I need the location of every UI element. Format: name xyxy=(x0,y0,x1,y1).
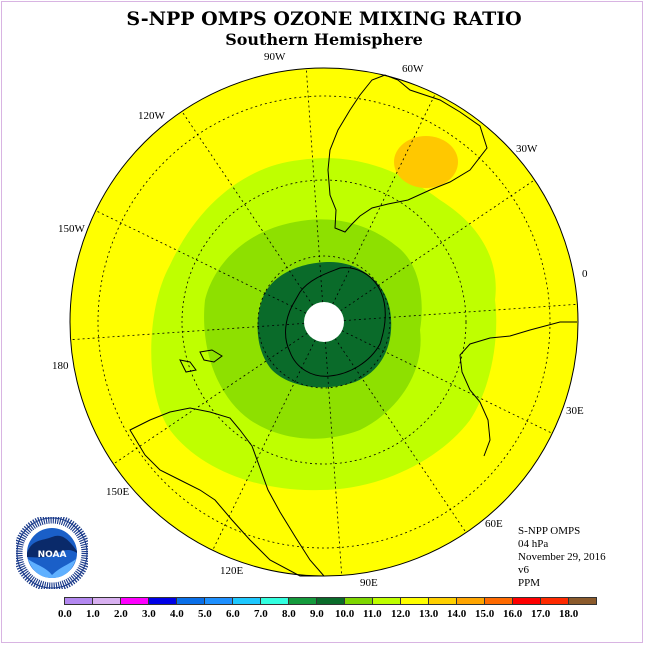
lon-label-60w: 60W xyxy=(402,63,424,75)
colorbar-tick-label: 2.0 xyxy=(114,608,128,620)
colorbar-swatch xyxy=(288,597,317,605)
units-label: PPM xyxy=(518,577,541,589)
colorbar-tick-label: 12.0 xyxy=(391,608,411,620)
colorbar-tick-label: 4.0 xyxy=(170,608,184,620)
colorbar-swatch xyxy=(344,597,373,605)
colorbar-swatch xyxy=(456,597,485,605)
pressure-level: 04 hPa xyxy=(518,538,549,550)
map-subtitle: Southern Hemisphere xyxy=(225,30,423,49)
pole-hole xyxy=(304,302,344,342)
meridian-line xyxy=(332,93,436,305)
colorbar-tick-label: 9.0 xyxy=(310,608,324,620)
lon-label-150e: 150E xyxy=(106,486,130,498)
coastlines xyxy=(129,74,577,577)
colorbar-swatch xyxy=(540,597,569,605)
lon-label-30w: 30W xyxy=(516,143,538,155)
graticule xyxy=(70,68,578,576)
africa-coast xyxy=(459,321,577,457)
colorbar-swatch xyxy=(232,597,261,605)
colorbar-tick-label: 18.0 xyxy=(559,608,579,620)
colorbar-swatch xyxy=(316,597,345,605)
colorbar xyxy=(64,597,597,605)
map-outline xyxy=(69,67,579,577)
meridian-line xyxy=(212,339,316,551)
meridian-line xyxy=(324,341,343,576)
map-title: S-NPP OMPS OZONE MIXING RATIO xyxy=(126,8,522,30)
colorbar-tick-label: 6.0 xyxy=(226,608,240,620)
colorbar-swatch xyxy=(428,597,457,605)
latitude-circle-30s xyxy=(97,95,551,549)
noaa-logo: NOAA xyxy=(16,517,88,589)
instrument-label: S-NPP OMPS xyxy=(518,525,581,537)
meridian-line xyxy=(113,332,308,465)
colorbar-swatch xyxy=(92,597,121,605)
meridian-line xyxy=(343,303,578,322)
colorbar-tick-label: 8.0 xyxy=(282,608,296,620)
colorbar-swatch xyxy=(568,597,597,605)
colorbar-tick-label: 17.0 xyxy=(531,608,551,620)
colorbar-swatch xyxy=(372,597,401,605)
version-label: v6 xyxy=(518,564,529,576)
antarctica-coast xyxy=(285,267,386,377)
colorbar-swatch xyxy=(148,597,177,605)
lon-label-120w: 120W xyxy=(138,110,165,122)
colorbar-tick-label: 7.0 xyxy=(254,608,268,620)
australia-coast xyxy=(129,407,326,577)
meridians xyxy=(70,68,578,576)
date-label: November 29, 2016 xyxy=(518,551,606,563)
south-america-coast xyxy=(327,74,488,233)
lon-label-180: 180 xyxy=(52,360,69,372)
meridian-line xyxy=(334,338,467,533)
colorbar-tick-label: 13.0 xyxy=(419,608,439,620)
colorbar-tick-label: 0.0 xyxy=(58,608,72,620)
meridian-line xyxy=(305,68,324,303)
colorbar-tick-label: 3.0 xyxy=(142,608,156,620)
colorbar-swatch xyxy=(260,597,289,605)
colorbar-swatch xyxy=(512,597,541,605)
colorbar-tick-label: 10.0 xyxy=(335,608,355,620)
colorbar-swatch xyxy=(64,597,93,605)
colorbar-swatch xyxy=(484,597,513,605)
meridian-line xyxy=(341,330,553,434)
lon-label-60e: 60E xyxy=(485,518,503,530)
meridian-line xyxy=(95,210,307,314)
lon-label-120e: 120E xyxy=(220,565,244,577)
meridian-line xyxy=(70,322,305,341)
meridian-line xyxy=(181,111,314,306)
colorbar-swatch xyxy=(120,597,149,605)
noaa-logo-text: NOAA xyxy=(38,550,67,560)
lon-label-30e: 30E xyxy=(566,405,584,417)
colorbar-tick-label: 11.0 xyxy=(363,608,382,620)
lon-label-90e: 90E xyxy=(360,577,378,589)
colorbar-tick-label: 14.0 xyxy=(447,608,467,620)
colorbar-tick-label: 1.0 xyxy=(86,608,100,620)
colorbar-swatch xyxy=(204,597,233,605)
lon-label-150w: 150W xyxy=(58,223,85,235)
latitude-circle-70s xyxy=(257,255,391,389)
latitude-circle-50s xyxy=(181,179,467,465)
colorbar-tick-label: 16.0 xyxy=(503,608,523,620)
lon-label-90w: 90W xyxy=(264,51,286,63)
contour-13-14 xyxy=(394,136,458,188)
lon-label-0: 0 xyxy=(582,268,588,280)
new-zealand-coast xyxy=(179,349,223,373)
colorbar-tick-label: 5.0 xyxy=(198,608,212,620)
colorbar-tick-label: 15.0 xyxy=(475,608,495,620)
info-panel: S-NPP OMPS 04 hPa November 29, 2016 v6 P… xyxy=(518,525,606,590)
colorbar-swatch xyxy=(176,597,205,605)
colorbar-swatch xyxy=(400,597,429,605)
meridian-line xyxy=(340,179,535,312)
